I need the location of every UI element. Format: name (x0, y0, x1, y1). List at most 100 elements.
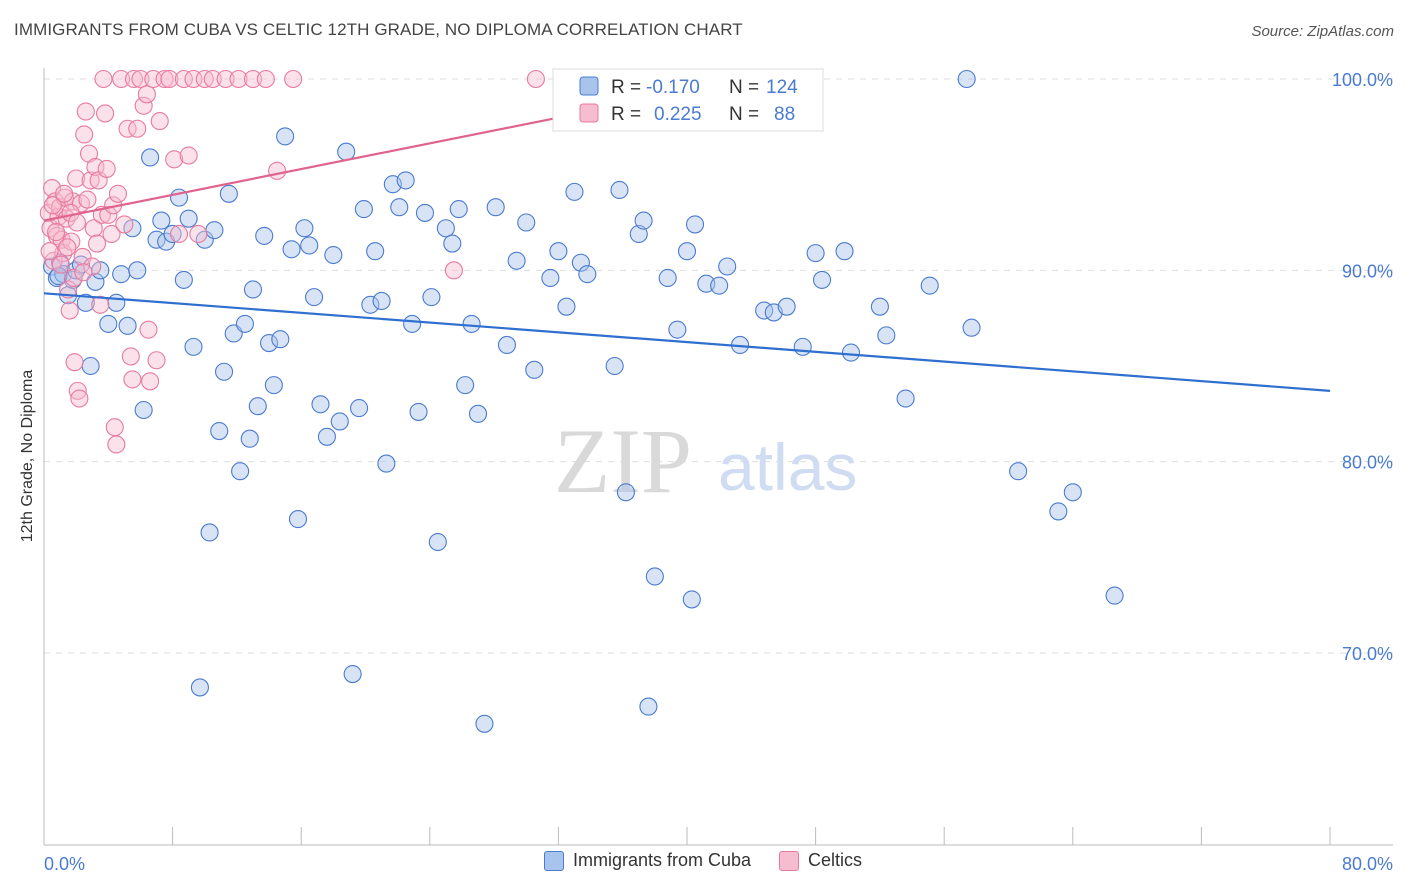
point-celtics (76, 102, 95, 121)
legend-swatch-pink (579, 103, 599, 123)
point-celtics (96, 104, 115, 123)
watermark-atlas: atlas (718, 430, 857, 504)
point-cuba (134, 400, 153, 420)
point-celtics (83, 257, 102, 276)
point-cuba (350, 399, 369, 418)
point-cuba (449, 200, 468, 219)
point-cuba (282, 240, 301, 259)
point-cuba (610, 180, 629, 200)
legend-top: R = -0.170 N = 124 R = 0.225 N = 88 (552, 68, 824, 132)
point-cuba (276, 127, 295, 146)
x-tick-label: 80.0% (1342, 854, 1393, 874)
point-cuba (957, 69, 976, 89)
point-cuba (1049, 502, 1068, 521)
point-cuba (920, 276, 939, 295)
point-celtics (43, 196, 62, 215)
point-cuba (128, 261, 147, 280)
y-tick-label: 100.0% (1332, 70, 1393, 90)
legend-bottom: Immigrants from Cuba Celtics (0, 850, 1406, 871)
point-celtics (155, 69, 174, 89)
point-cuba (629, 224, 648, 244)
point-cuba (248, 397, 267, 416)
grid-lines (44, 78, 1393, 654)
point-cuba (372, 291, 391, 310)
point-celtics (123, 370, 142, 389)
point-cuba (645, 567, 664, 586)
y-tick-label: 70.0% (1342, 644, 1393, 664)
legend-label-celtics: Celtics (808, 850, 863, 870)
chart-title: IMMIGRANTS FROM CUBA VS CELTIC 12TH GRAD… (14, 20, 743, 39)
point-celtics (47, 223, 66, 242)
point-cuba (76, 293, 95, 312)
point-celtics (174, 69, 193, 89)
point-celtics (268, 161, 287, 180)
point-cuba (835, 242, 854, 261)
point-cuba (668, 320, 687, 339)
legend-item-celtics: Celtics (779, 850, 862, 871)
point-celtics (94, 69, 113, 89)
legend-swatch-celtics (779, 850, 800, 871)
legend-r-label-1: R = (611, 77, 641, 98)
point-cuba (565, 182, 584, 201)
point-celtics (134, 96, 153, 115)
point-cuba (174, 270, 193, 289)
point-celtics (243, 69, 263, 89)
point-cuba (517, 213, 536, 232)
point-celtics (112, 69, 131, 89)
point-cuba (219, 184, 238, 203)
point-cuba (354, 200, 373, 219)
point-cuba (300, 236, 319, 255)
point-cuba (152, 211, 171, 230)
point-celtics (74, 263, 93, 282)
point-cuba (396, 171, 415, 190)
point-cuba (571, 253, 590, 272)
point-cuba (184, 337, 203, 356)
point-cuba (428, 532, 447, 552)
point-celtics (150, 112, 169, 131)
point-celtics (73, 247, 92, 266)
point-cuba (777, 297, 796, 316)
point-cuba (634, 211, 653, 230)
point-celtics (108, 184, 127, 203)
point-cuba (616, 483, 635, 502)
point-cuba (870, 297, 889, 316)
point-cuba (179, 209, 198, 228)
legend-swatch-cuba (543, 850, 564, 871)
point-cuba (443, 234, 462, 253)
trend-line-cuba (43, 292, 1331, 392)
point-cuba (710, 276, 729, 295)
point-cuba (541, 268, 560, 288)
point-cuba (141, 148, 160, 167)
point-celtics (55, 184, 74, 203)
point-cuba (525, 360, 544, 379)
point-cuba (793, 337, 812, 356)
legend-r-value-2: 0.225 (654, 104, 702, 125)
point-cuba (812, 270, 832, 289)
point-celtics (137, 85, 156, 104)
point-cuba (962, 318, 981, 337)
point-cuba (311, 395, 330, 414)
point-celtics (51, 255, 70, 274)
point-celtics (229, 69, 248, 89)
point-celtics (256, 69, 275, 89)
point-cuba (549, 242, 568, 261)
point-cuba (718, 257, 737, 276)
point-cuba (436, 219, 455, 238)
point-cuba (486, 198, 505, 217)
point-cuba (578, 265, 597, 284)
point-cuba (475, 714, 494, 733)
legend-swatch-blue (579, 76, 599, 96)
point-cuba (163, 224, 182, 244)
legend-n-value-2: 88 (774, 104, 795, 125)
point-cuba (271, 330, 290, 349)
point-cuba (343, 664, 362, 684)
point-celtics (169, 224, 189, 244)
point-cuba (409, 402, 428, 421)
point-cuba (557, 297, 576, 316)
point-cuba (361, 295, 380, 314)
point-cuba (235, 314, 254, 333)
point-cuba (118, 316, 137, 335)
legend-r-label-2: R = (611, 104, 641, 125)
legend-item-cuba: Immigrants from Cuba (543, 850, 751, 871)
